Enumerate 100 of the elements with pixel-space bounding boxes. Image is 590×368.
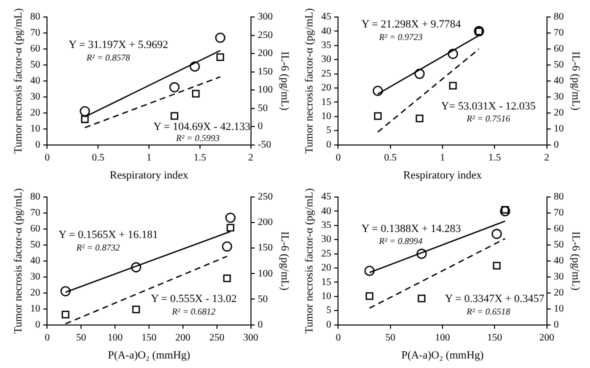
point <box>130 262 142 272</box>
point <box>223 274 231 282</box>
x-tick-label: 100 <box>108 332 123 344</box>
y2-tick-label: 250 <box>258 192 273 203</box>
y-tick-label: 30 <box>30 92 40 102</box>
y2-tick-label: 20 <box>554 107 564 118</box>
annotation: R² = 0.8578 <box>86 52 131 62</box>
y-tick-label: 50 <box>30 240 40 251</box>
annotation: Y = 31.197X + 5.9692 <box>68 39 168 52</box>
point <box>62 310 70 318</box>
y-tick-label: 5 <box>326 305 332 316</box>
y-tick-label: 25 <box>321 248 332 260</box>
y-tick-label: 15 <box>321 96 332 108</box>
x-tick-label: 0 <box>44 152 50 164</box>
y2-tick-label: 60 <box>554 44 564 55</box>
y2-tick-label: 30 <box>554 92 564 102</box>
y-tick-label: 40 <box>321 206 332 217</box>
y2-tick-label: 0 <box>258 319 263 330</box>
x-tick-label: 0 <box>336 332 341 344</box>
point <box>448 48 458 60</box>
x-tick-label: 50 <box>76 332 86 344</box>
y2-tick-label: 50 <box>258 294 268 305</box>
y2-tick-label: 0 <box>554 319 559 330</box>
point <box>501 206 509 214</box>
y2-tick-label: 200 <box>258 217 273 228</box>
x-tick-label: 1.5 <box>488 152 501 164</box>
y2-tick-label: 100 <box>258 84 273 96</box>
x-axis-title: P(A-a)O₂ (mmHg) <box>108 349 190 362</box>
point <box>492 228 502 240</box>
x-tick-label: 200 <box>539 332 554 344</box>
y-tick-label: 10 <box>30 123 40 134</box>
point <box>226 224 234 232</box>
y2-tick-label: 40 <box>554 256 564 267</box>
point <box>414 68 425 79</box>
y2-tick-label: 50 <box>554 240 564 251</box>
point <box>500 206 510 216</box>
y2-tick-label: 70 <box>554 208 564 219</box>
y-tick-label: 10 <box>321 111 332 122</box>
annotation: R² = 0.8994 <box>378 236 424 246</box>
point <box>132 306 140 314</box>
y2-tick-label: 10 <box>554 123 564 134</box>
y-tick-label: 30 <box>321 54 332 66</box>
annotation: R² = 0.8732 <box>75 242 120 252</box>
x-tick-label: 100 <box>435 332 450 344</box>
x-tick-label: 250 <box>209 332 224 344</box>
annotation: R² = 0.6518 <box>466 306 511 316</box>
y2-tick-label: 40 <box>554 76 564 87</box>
y-tick-label: 20 <box>30 287 40 298</box>
y-tick-label: 25 <box>321 68 332 80</box>
y2-tick-label: 0 <box>554 139 559 150</box>
point <box>216 53 224 61</box>
y-tick-label: 0 <box>35 139 40 150</box>
y2-tick-label: 30 <box>554 272 564 282</box>
x-tick-label: 1.5 <box>194 152 206 164</box>
y2-tick-label: 0 <box>258 121 263 132</box>
y2-axis-title: IL-6 (pg/mL) <box>570 231 582 291</box>
x-tick-label: 0.5 <box>92 152 104 164</box>
y2-tick-label: 50 <box>258 102 268 114</box>
point <box>169 82 180 92</box>
y2-axis-title: IL-6 (pg/mL) <box>278 231 291 291</box>
y-tick-label: 50 <box>30 60 40 71</box>
x-tick-label: 300 <box>243 332 258 344</box>
x-tick-label: 200 <box>175 332 190 344</box>
y2-tick-label: 200 <box>258 48 273 60</box>
x-axis-title: Respiratory index <box>110 169 189 182</box>
point <box>374 112 382 120</box>
point <box>170 112 178 120</box>
annotation: Y= 53.031X - 12.035 <box>441 100 536 112</box>
annotation: Y = 0.3347X + 0.3457 <box>444 293 545 306</box>
point <box>222 241 232 252</box>
y-axis-title: Tumor necrosis factor-α (pg/mL) <box>12 188 24 334</box>
y-tick-label: 70 <box>30 28 40 39</box>
annotation: R² = 0.9723 <box>378 32 424 42</box>
y-tick-label: 0 <box>35 319 40 330</box>
y2-tick-label: 150 <box>258 66 273 78</box>
point <box>449 82 457 90</box>
point <box>372 86 383 96</box>
y-tick-label: 0 <box>326 139 332 150</box>
y2-tick-label: 80 <box>554 192 564 203</box>
point <box>225 212 236 223</box>
x-axis-title: Respiratory index <box>403 169 482 182</box>
x-axis-title: P(A-a)O₂ (mmHg) <box>401 349 484 362</box>
y-tick-label: 70 <box>30 208 40 219</box>
x-tick-label: 2 <box>544 152 550 164</box>
y-tick-label: 35 <box>321 40 332 52</box>
y2-tick-label: 20 <box>554 287 564 298</box>
annotation: R² = 0.5993 <box>175 132 220 143</box>
y-tick-label: 80 <box>30 192 40 203</box>
annotation: R² = 0.6812 <box>171 306 216 316</box>
y-tick-label: 45 <box>321 12 332 23</box>
annotation: R² = 0.7516 <box>466 114 511 124</box>
y-tick-label: 45 <box>321 192 332 203</box>
annotation: Y = 0.1565X + 16.181 <box>58 229 158 242</box>
y2-axis-title: IL-6 (pg/mL) <box>570 51 582 111</box>
x-tick-label: 0 <box>44 332 50 344</box>
y-axis-title: Tumor necrosis factor-α (pg/mL) <box>12 8 24 154</box>
y2-tick-label: 10 <box>554 303 564 314</box>
y2-tick-label: 80 <box>554 12 564 23</box>
point <box>416 248 427 259</box>
y-axis-title: Tumor necrosis factor-α (pg/mL) <box>303 188 316 334</box>
